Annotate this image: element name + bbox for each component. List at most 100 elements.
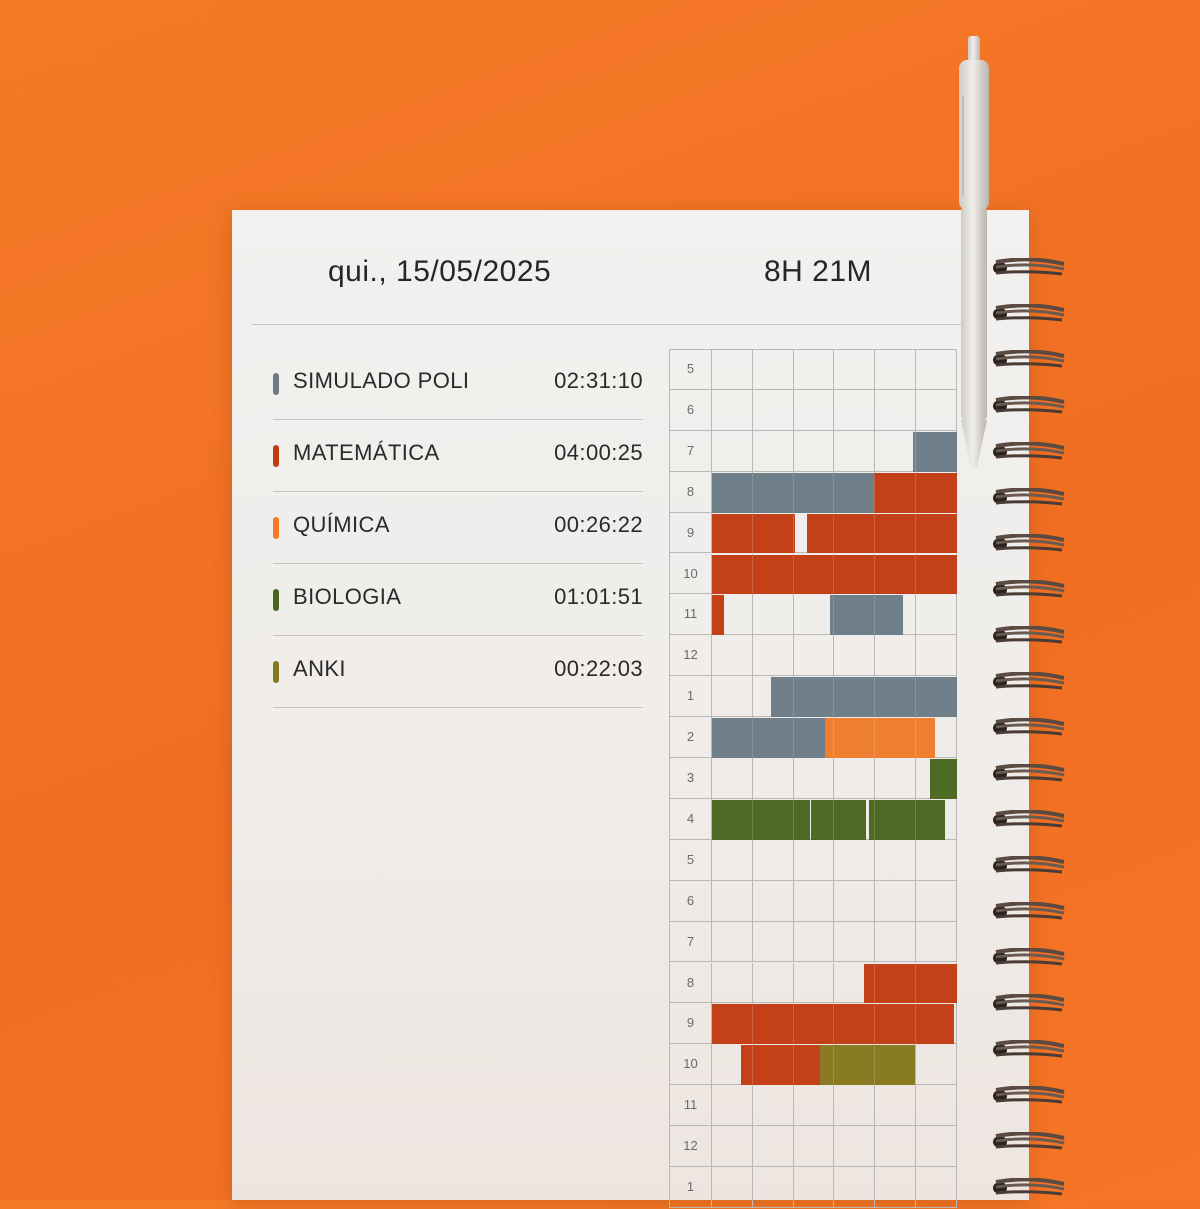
subject-time: 00:26:22 bbox=[554, 512, 643, 537]
study-session-block[interactable] bbox=[712, 472, 874, 513]
subject-legend: SIMULADO POLI 02:31:10 MATEMÁTICA 04:00:… bbox=[273, 348, 643, 708]
study-session-block[interactable] bbox=[863, 963, 957, 1004]
grid-line bbox=[792, 677, 794, 718]
grid-cell bbox=[834, 839, 876, 881]
grid-line bbox=[874, 799, 876, 840]
spiral-ring-icon bbox=[990, 1131, 1066, 1152]
grid-line bbox=[915, 963, 916, 1004]
study-session-block[interactable] bbox=[929, 759, 957, 799]
subject-time: 00:22:03 bbox=[554, 656, 643, 681]
grid-line bbox=[833, 799, 835, 840]
grid-line bbox=[792, 799, 794, 840]
hour-label: 3 bbox=[686, 770, 695, 785]
grid-cell bbox=[916, 1126, 957, 1167]
grid-cell bbox=[752, 1167, 794, 1208]
spiral-ring-icon bbox=[990, 579, 1066, 600]
study-session-block[interactable] bbox=[712, 1004, 955, 1045]
study-session-block[interactable] bbox=[829, 595, 903, 636]
study-session-block[interactable] bbox=[712, 799, 810, 840]
spiral-ring-icon bbox=[990, 855, 1066, 876]
study-session-block[interactable] bbox=[712, 513, 796, 554]
hour-label-cell bbox=[669, 471, 712, 513]
subject-name: SIMULADO POLI bbox=[293, 368, 470, 393]
hour-label-cell bbox=[669, 1167, 712, 1208]
grid-cell bbox=[834, 430, 876, 472]
grid-cell bbox=[752, 389, 794, 431]
grid-line bbox=[874, 1045, 876, 1086]
study-session-block[interactable] bbox=[873, 472, 957, 513]
spiral-ring-icon bbox=[990, 1177, 1066, 1198]
grid-line bbox=[833, 677, 835, 718]
study-session-block[interactable] bbox=[712, 718, 825, 758]
hour-label-cell bbox=[669, 839, 712, 881]
hour-label-cell bbox=[669, 758, 712, 799]
spiral-ring-icon bbox=[990, 303, 1066, 324]
grid-cell bbox=[752, 430, 794, 472]
hour-label-cell bbox=[669, 512, 712, 554]
spiral-ring-icon bbox=[990, 487, 1066, 508]
hour-label: 12 bbox=[683, 1138, 698, 1154]
hour-label-cell bbox=[669, 349, 712, 390]
grid-cell bbox=[752, 758, 794, 799]
study-session-block[interactable] bbox=[912, 431, 957, 472]
subject-row-biologia[interactable]: BIOLOGIA 01:01:51 bbox=[273, 564, 643, 636]
subject-name: BIOLOGIA bbox=[293, 584, 402, 609]
grid-cell bbox=[834, 921, 876, 963]
grid-line bbox=[833, 1004, 835, 1045]
study-session-block[interactable] bbox=[824, 718, 935, 758]
hour-label-cell bbox=[669, 880, 712, 922]
grid-cell bbox=[916, 594, 957, 636]
study-session-block[interactable] bbox=[712, 595, 725, 636]
subject-row-simulado[interactable]: SIMULADO POLI 02:31:10 bbox=[273, 348, 643, 420]
grid-cell bbox=[875, 758, 916, 799]
study-session-block[interactable] bbox=[770, 677, 957, 718]
grid-cell bbox=[834, 1126, 876, 1167]
grid-cell bbox=[793, 1085, 835, 1127]
grid-cell bbox=[712, 349, 753, 390]
grid-line bbox=[833, 718, 835, 758]
hour-label: 1 bbox=[686, 688, 695, 704]
study-session-block[interactable] bbox=[868, 799, 945, 840]
study-session-block[interactable] bbox=[811, 799, 867, 840]
grid-cell bbox=[916, 880, 957, 922]
hour-label: 5 bbox=[686, 851, 695, 867]
grid-cell bbox=[875, 880, 916, 922]
hour-label: 11 bbox=[683, 606, 698, 622]
spiral-ring-icon bbox=[990, 763, 1066, 784]
subject-name: MATEMÁTICA bbox=[293, 440, 440, 465]
grid-line bbox=[874, 513, 876, 554]
study-session-block[interactable] bbox=[712, 554, 957, 595]
spiral-ring-icon bbox=[990, 625, 1066, 646]
header-divider bbox=[252, 324, 968, 325]
grid-line bbox=[915, 677, 916, 718]
spiral-ring-icon bbox=[990, 901, 1066, 922]
grid-cell bbox=[752, 1126, 794, 1167]
grid-cell bbox=[834, 880, 876, 922]
spiral-ring-icon bbox=[990, 993, 1066, 1014]
grid-line bbox=[751, 718, 753, 758]
subject-row-matematica[interactable]: MATEMÁTICA 04:00:25 bbox=[273, 420, 643, 492]
grid-cell bbox=[712, 676, 753, 718]
grid-cell bbox=[712, 635, 753, 677]
grid-cell bbox=[752, 635, 794, 677]
subject-time: 02:31:10 bbox=[554, 368, 643, 393]
grid-cell bbox=[916, 635, 957, 677]
study-session-block[interactable] bbox=[819, 1045, 916, 1086]
study-session-block[interactable] bbox=[807, 513, 957, 554]
subject-row-anki[interactable]: ANKI 00:22:03 bbox=[273, 636, 643, 708]
hour-label-cell bbox=[669, 676, 712, 718]
subject-time: 04:00:25 bbox=[554, 440, 643, 465]
hour-label: 4 bbox=[686, 810, 695, 826]
grid-line bbox=[915, 799, 916, 840]
hour-label: 9 bbox=[686, 1015, 695, 1031]
spiral-ring-icon bbox=[990, 671, 1066, 692]
hour-label: 7 bbox=[686, 442, 695, 458]
grid-cell bbox=[712, 1126, 753, 1167]
spiral-ring-icon bbox=[990, 1039, 1066, 1060]
study-session-block[interactable] bbox=[741, 1045, 820, 1086]
grid-cell bbox=[752, 839, 794, 881]
grid-cell bbox=[712, 594, 753, 636]
hour-label-cell bbox=[669, 717, 712, 758]
hour-label-cell bbox=[669, 798, 712, 840]
subject-row-quimica[interactable]: QUÍMICA 00:26:22 bbox=[273, 492, 643, 564]
